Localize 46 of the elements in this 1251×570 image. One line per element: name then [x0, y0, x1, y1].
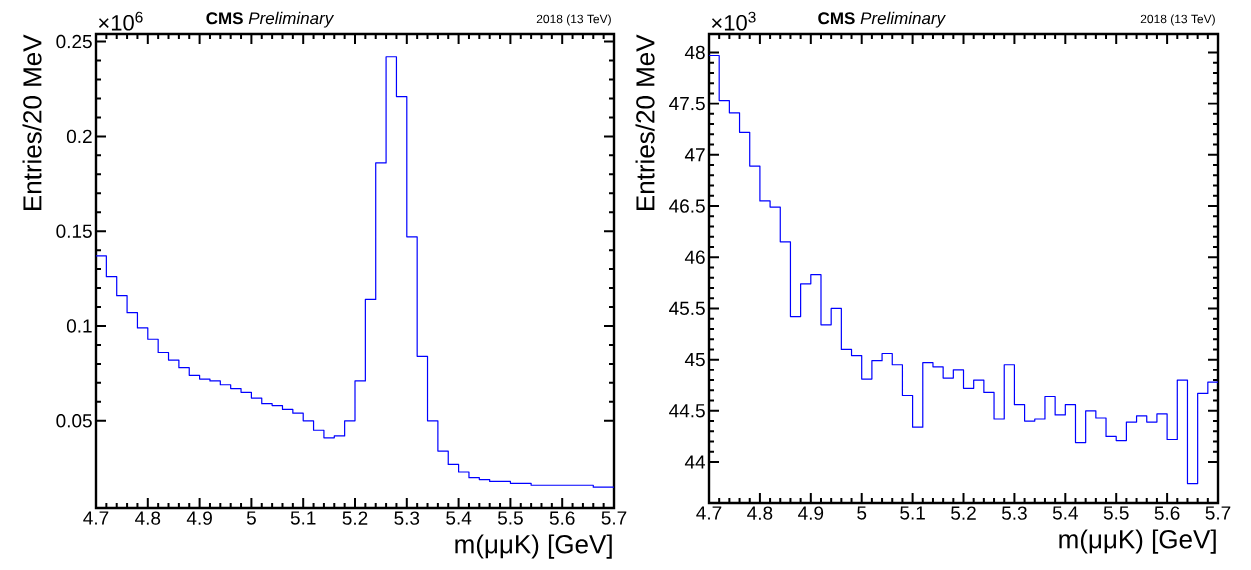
x-tick-label: 5	[246, 511, 256, 525]
y-axis-title: Entries/20 MeV	[635, 34, 655, 211]
y-tick-label: 47.5	[669, 97, 705, 111]
y-tick-label: 45.5	[669, 301, 705, 316]
x-tick-label: 5.1	[900, 506, 925, 520]
x-tick-label: 5.4	[1052, 506, 1078, 520]
y-tick-label: 45	[684, 353, 705, 367]
chart-subtitle: 2018 (13 TeV)	[536, 14, 611, 26]
x-tick-label: 5.5	[1103, 506, 1129, 520]
x-tick-label: 5.3	[394, 511, 420, 525]
y-tick-label: 0.1	[66, 319, 92, 333]
x-tick-label: 5.2	[342, 511, 368, 525]
y-tick-label: 46	[684, 250, 705, 264]
chart-title: CMS Preliminary	[818, 11, 946, 28]
y-tick-label: 0.2	[66, 129, 92, 144]
x-tick-label: 5.2	[951, 506, 976, 520]
chart-subtitle: 2018 (13 TeV)	[1140, 14, 1215, 26]
x-tick-label: 5.5	[497, 511, 523, 525]
text: ×10$^{3}$	[711, 11, 756, 31]
chart-title: CMS Preliminary	[206, 11, 335, 28]
x-tick-label: 4.8	[747, 506, 773, 520]
x-tick-label: 5	[857, 506, 867, 520]
x-axis-title: m(μμK) [GeV]	[455, 534, 612, 559]
x-tick-label: 4.7	[83, 511, 109, 525]
x-tick-label: 4.8	[135, 511, 161, 525]
x-axis-title: m(μμK) [GeV]	[1059, 529, 1216, 554]
x-tick-label: 5.3	[1001, 506, 1027, 520]
text: ×10$^{6}$	[98, 11, 143, 31]
x-tick-label: 5.7	[601, 511, 627, 525]
x-tick-label: 5.4	[446, 511, 472, 525]
y-axis-title: Entries/20 MeV	[22, 34, 42, 211]
x-tick-label: 5.1	[290, 511, 316, 525]
x-tick-label: 4.7	[696, 506, 722, 520]
x-tick-label: 5.6	[549, 511, 575, 525]
y-tick-label: 0.15	[56, 224, 92, 238]
y-tick-label: 44.5	[669, 404, 705, 418]
y-tick-label: 0.25	[56, 34, 92, 49]
x-tick-label: 5.6	[1154, 506, 1180, 520]
y-tick-label: 48	[684, 45, 705, 60]
x-tick-label: 4.9	[186, 511, 212, 525]
y-tick-label: 0.05	[56, 414, 92, 428]
y-tick-label: 47	[684, 148, 705, 162]
x-tick-label: 4.9	[798, 506, 824, 520]
x-tick-label: 5.7	[1205, 506, 1231, 520]
y-tick-label: 44	[684, 455, 706, 469]
y-tick-label: 46.5	[669, 199, 705, 213]
